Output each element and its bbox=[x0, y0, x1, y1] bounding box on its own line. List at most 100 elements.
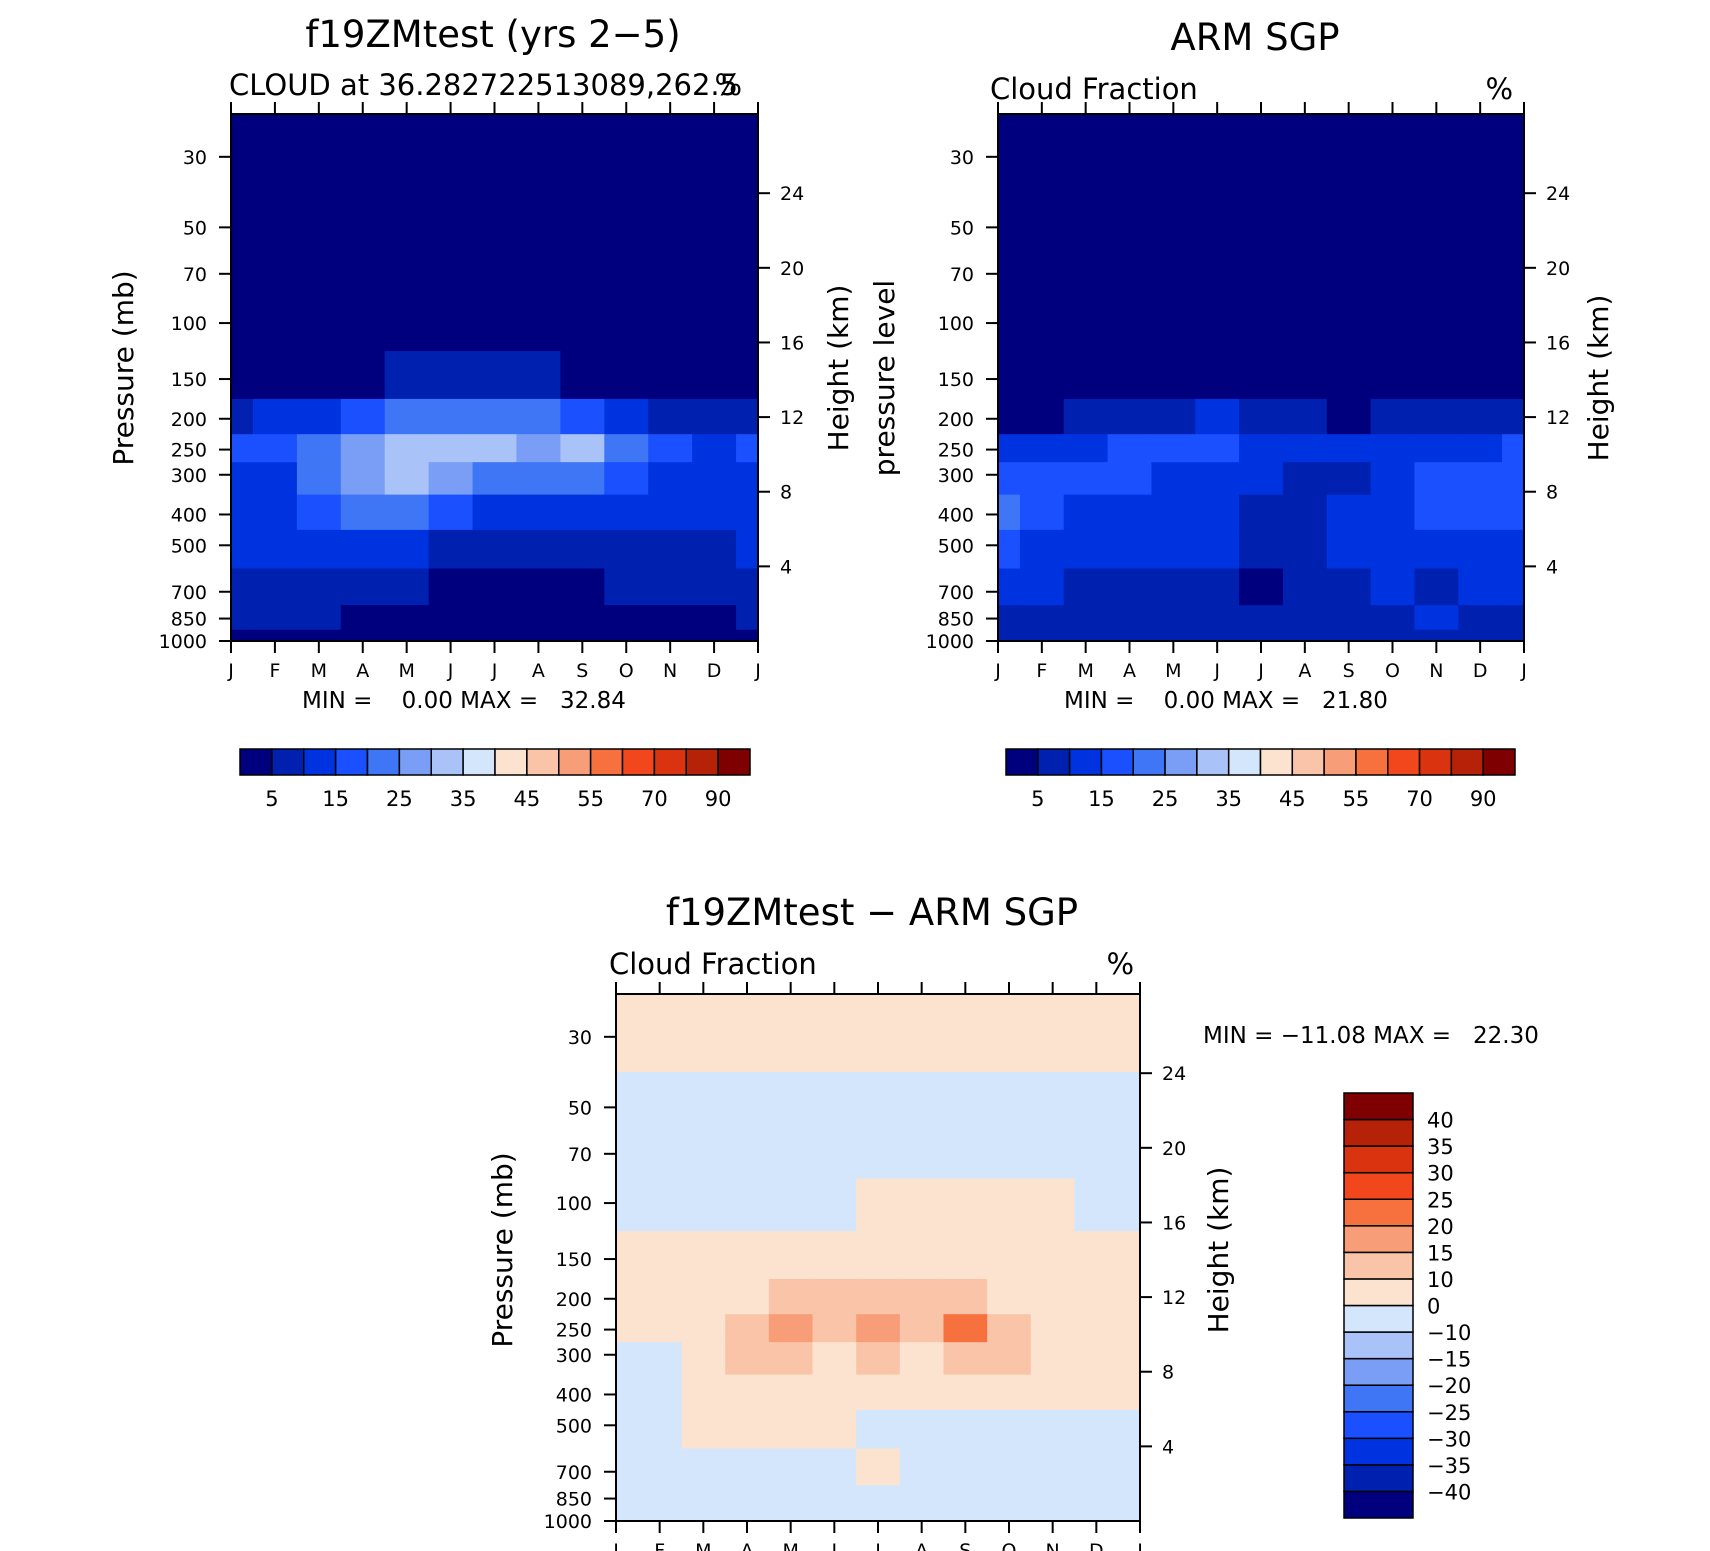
panel3-colorbar-swatch bbox=[1343, 1225, 1414, 1254]
panel3-cell bbox=[768, 1278, 814, 1315]
panel1-cell bbox=[516, 462, 561, 496]
panel1-y-tick-label: 850 bbox=[171, 609, 207, 631]
panel1-height-tick-label: 16 bbox=[780, 332, 804, 354]
panel2-variable-label: Cloud Fraction bbox=[990, 72, 1198, 106]
panel3-y-tick-label: 200 bbox=[556, 1289, 592, 1311]
panel1-cell bbox=[340, 298, 386, 352]
panel1-cell bbox=[648, 529, 693, 570]
panel1-cell bbox=[692, 351, 737, 400]
panel2-cell bbox=[1282, 351, 1328, 400]
panel2-cell bbox=[1414, 398, 1459, 435]
panel1-cell bbox=[736, 462, 759, 496]
panel3-cell bbox=[768, 1448, 814, 1486]
panel2-y-tick-label: 250 bbox=[938, 440, 974, 462]
panel1-cell bbox=[604, 629, 649, 642]
panel1-cell bbox=[252, 529, 298, 570]
panel1-height-tick-label: 4 bbox=[780, 556, 792, 578]
panel3-cell bbox=[987, 1409, 1032, 1450]
panel2-cell bbox=[1502, 114, 1525, 193]
panel1-colorbar-swatch bbox=[462, 748, 496, 776]
panel1-colorbar-swatch bbox=[494, 748, 528, 776]
panel3-colorbar-swatch bbox=[1343, 1278, 1414, 1307]
panel2-cell bbox=[1282, 568, 1328, 606]
panel3-cell bbox=[725, 1409, 770, 1450]
panel3-cell bbox=[1030, 1072, 1076, 1132]
panel2-colorbar-label: 90 bbox=[1470, 787, 1497, 811]
panel1-y-tick-label: 50 bbox=[183, 217, 207, 239]
panel3-cell bbox=[943, 1485, 988, 1511]
panel2-cell bbox=[1151, 351, 1196, 400]
panel1-cell bbox=[384, 398, 430, 435]
panel2-y-right-label: Height (km) bbox=[1582, 295, 1615, 462]
panel1-x-tick-label: N bbox=[663, 660, 677, 682]
panel3-cell bbox=[1118, 1509, 1141, 1522]
panel2-cell bbox=[1458, 568, 1503, 606]
panel3-cell bbox=[1118, 1130, 1141, 1180]
panel3-units-label: % bbox=[1106, 947, 1134, 981]
panel3-cell bbox=[812, 1485, 857, 1511]
panel1-x-tick-label: F bbox=[269, 660, 280, 682]
panel1-colorbar-swatch bbox=[621, 748, 656, 776]
panel1-colorbar-swatch bbox=[430, 748, 464, 776]
panel2-cell bbox=[1370, 351, 1416, 400]
panel2-cell bbox=[1195, 351, 1240, 400]
panel1-cell bbox=[516, 192, 561, 252]
panel2-x-tick-label: F bbox=[1036, 660, 1047, 682]
panel2-cell bbox=[1019, 568, 1065, 606]
panel3-cell bbox=[1030, 1509, 1076, 1522]
panel1-y-tick-label: 400 bbox=[171, 504, 207, 526]
panel2-cell bbox=[1195, 494, 1240, 531]
panel3-cell bbox=[943, 1314, 988, 1343]
panel1-colorbar-label: 55 bbox=[577, 787, 604, 811]
panel2-cell bbox=[1107, 298, 1153, 352]
panel2-x-tick-label: A bbox=[1298, 660, 1311, 682]
panel3-cell bbox=[812, 994, 857, 1073]
panel1-cell bbox=[428, 398, 474, 435]
panel2-cell bbox=[1326, 629, 1372, 642]
panel2-cell bbox=[1370, 462, 1416, 496]
panel1-cell bbox=[472, 462, 518, 496]
panel3-cell bbox=[856, 994, 901, 1073]
panel1-cell bbox=[428, 114, 474, 193]
panel1-cell bbox=[648, 462, 693, 496]
panel3-cell bbox=[616, 1072, 639, 1132]
panel3-colorbar-swatch bbox=[1343, 1171, 1414, 1200]
panel3-cell bbox=[856, 1448, 901, 1486]
panel3-cell bbox=[1118, 1342, 1141, 1376]
panel2-cell bbox=[998, 494, 1021, 531]
panel2-cell bbox=[1326, 462, 1372, 496]
panel1-cell bbox=[604, 114, 649, 193]
panel3-cell bbox=[1074, 1178, 1119, 1232]
panel1-colorbar-label: 15 bbox=[322, 787, 349, 811]
panel3-colorbar-label: 0 bbox=[1427, 1295, 1440, 1319]
panel1-cell bbox=[736, 351, 759, 400]
panel3-cell bbox=[1030, 1342, 1076, 1376]
panel1-colorbar-swatch bbox=[366, 748, 401, 776]
panel1-y-tick-label: 70 bbox=[183, 264, 207, 286]
panel3-cell bbox=[1118, 1374, 1141, 1411]
panel1-height-tick-label: 20 bbox=[780, 258, 804, 280]
panel3-x-tick-label: M bbox=[782, 1540, 798, 1551]
panel2-cell bbox=[1326, 114, 1372, 193]
panel1-cell bbox=[384, 351, 430, 400]
panel1-cell bbox=[736, 529, 759, 570]
panel1-cell bbox=[736, 298, 759, 352]
panel2-cell bbox=[998, 114, 1021, 193]
panel2-colorbar-swatch bbox=[1132, 748, 1166, 776]
panel2-cell bbox=[1019, 462, 1065, 496]
panel1-cell bbox=[736, 398, 759, 435]
panel2-colorbar-swatch bbox=[1037, 748, 1071, 776]
panel2-cell bbox=[1239, 192, 1284, 252]
panel3-cell bbox=[856, 1509, 901, 1522]
panel2-cell bbox=[1107, 398, 1153, 435]
panel3-cell bbox=[681, 1409, 726, 1450]
panel1-cell bbox=[736, 192, 759, 252]
panel2-cell bbox=[1326, 250, 1372, 300]
panel2-colorbar: 5 15 25 35 45 55 70 90 bbox=[1005, 748, 1516, 811]
panel2-x-tick-label: O bbox=[1385, 660, 1400, 682]
panel2-cell bbox=[1502, 398, 1525, 435]
panel3-cell bbox=[943, 1409, 988, 1450]
panel1-title: f19ZMtest (yrs 2−5) bbox=[305, 13, 680, 56]
panel3-colorbar-label: 40 bbox=[1427, 1109, 1454, 1133]
panel3-x-tick-label: N bbox=[1046, 1540, 1060, 1551]
